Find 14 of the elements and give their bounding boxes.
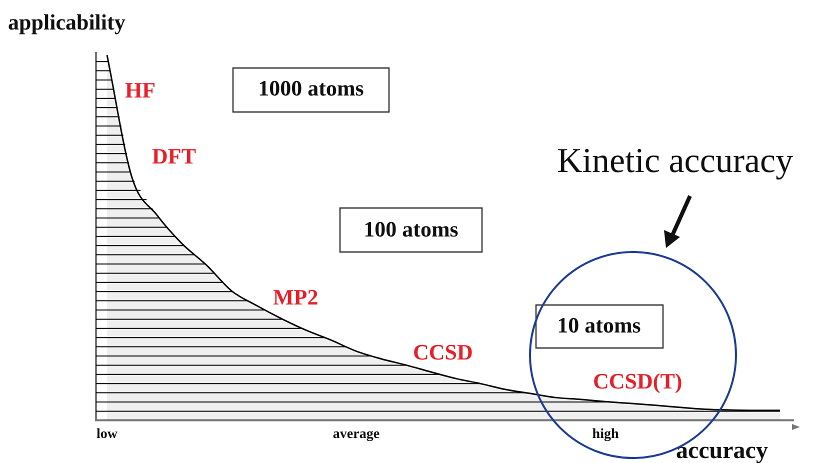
annotation: Kinetic accuracy	[557, 141, 794, 180]
x-tick-label: low	[96, 427, 118, 442]
annotation: 1000 atoms	[258, 76, 364, 101]
annotation: DFT	[152, 144, 196, 169]
annotation: 100 atoms	[364, 216, 459, 242]
annotation: HF	[125, 78, 156, 103]
y-axis-title: applicability	[8, 10, 126, 35]
annotation: 10 atoms	[557, 312, 642, 338]
x-tick-label: high	[592, 427, 619, 442]
x-tick-label: average	[332, 427, 380, 442]
x-axis-title: accuracy	[676, 438, 768, 463]
annotation: CCSD(T)	[593, 368, 682, 394]
annotation: CCSD	[413, 340, 473, 365]
annotation: MP2	[273, 284, 318, 310]
